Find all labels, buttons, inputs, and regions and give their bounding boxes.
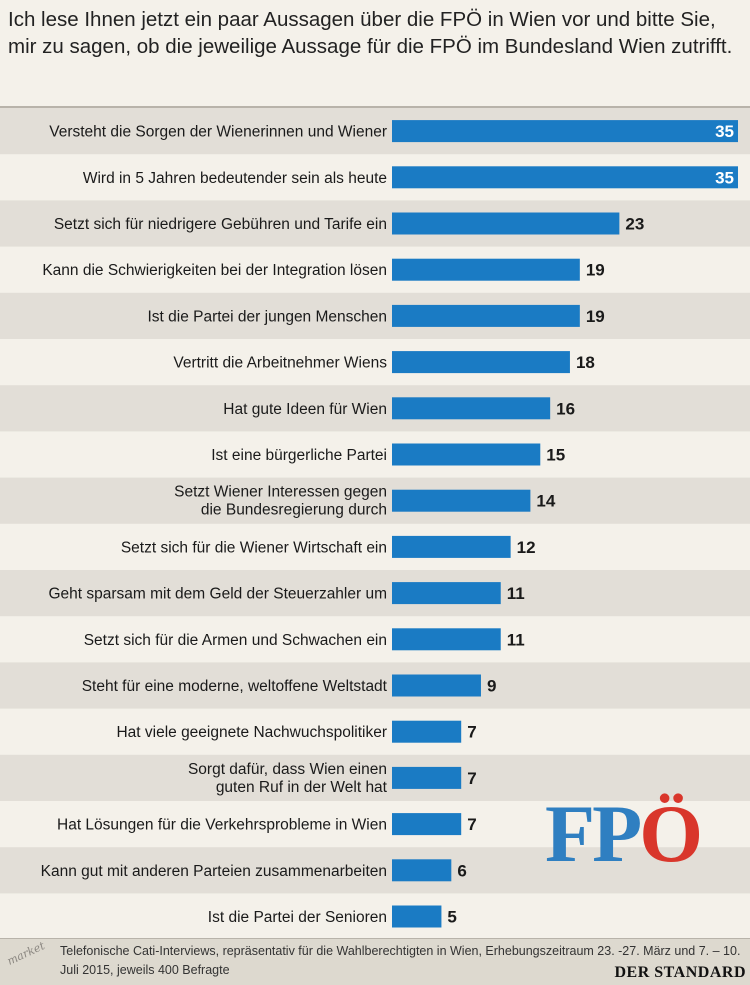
value-label: 5 [447, 908, 456, 927]
value-label: 12 [517, 538, 536, 557]
category-label: Kann gut mit anderen Parteien zusammenar… [41, 863, 387, 880]
bar [392, 628, 501, 651]
value-label: 9 [487, 677, 496, 696]
value-label: 35 [715, 168, 734, 187]
category-label: Sorgt dafür, dass Wien einen guten Ruf in… [188, 761, 388, 796]
value-label: 7 [467, 815, 476, 834]
category-label: Geht sparsam mit dem Geld der Steuerzahl… [48, 586, 387, 603]
title-divider [0, 106, 750, 108]
bar [392, 397, 551, 420]
bar [392, 212, 620, 235]
value-label: 18 [576, 353, 595, 372]
category-label: Ist die Partei der jungen Menschen [147, 308, 387, 325]
row-band [0, 385, 750, 432]
bar [392, 582, 501, 605]
category-label: Ist die Partei der Senioren [208, 909, 387, 926]
der-standard-brand: DER STANDARD [614, 964, 746, 981]
category-label: Steht für eine moderne, weltoffene Welts… [82, 678, 388, 695]
market-institute-logo: market [5, 939, 47, 968]
row-band [0, 847, 750, 894]
bar [392, 304, 580, 327]
value-label: 16 [556, 399, 575, 418]
fpoe-party-logo: FPÖ [545, 788, 703, 879]
value-label: 19 [586, 261, 605, 280]
category-label: Vertritt die Arbeitnehmer Wiens [173, 355, 387, 372]
category-label: Setzt sich für niedrigere Gebühren und T… [54, 216, 387, 233]
category-label: Ist eine bürgerliche Partei [211, 447, 387, 464]
category-label: Hat Lösungen für die Verkehrsprobleme in… [57, 817, 387, 834]
row-band [0, 754, 750, 801]
bar [392, 674, 481, 697]
value-label: 11 [507, 630, 525, 649]
category-label: Setzt Wiener Interessen gegen die Bundesr… [174, 484, 387, 519]
bar [392, 720, 462, 743]
value-label: 15 [546, 446, 565, 465]
value-label: 23 [625, 215, 644, 234]
chart-question-title: Ich lese Ihnen jetzt ein paar Aussagen ü… [8, 8, 733, 58]
row-band [0, 662, 750, 709]
bar [392, 166, 738, 189]
value-label: 7 [467, 769, 476, 788]
bar [392, 489, 531, 512]
value-label: 11 [507, 584, 525, 603]
bar [392, 813, 462, 836]
bar [392, 120, 738, 143]
category-label: Hat gute Ideen für Wien [223, 401, 387, 418]
bar [392, 859, 452, 882]
category-label: Wird in 5 Jahren bedeutender sein als he… [83, 170, 387, 187]
category-label: Hat viele geeignete Nachwuchspolitiker [116, 724, 387, 741]
row-band [0, 570, 750, 617]
bar [392, 443, 541, 466]
value-label: 14 [536, 492, 555, 511]
bar [392, 258, 580, 281]
value-label: 6 [457, 861, 466, 880]
category-label: Versteht die Sorgen der Wienerinnen und … [49, 124, 387, 141]
value-label: 19 [586, 307, 605, 326]
bar [392, 766, 462, 789]
value-label: 35 [715, 122, 734, 141]
bar [392, 535, 511, 558]
row-band [0, 200, 750, 247]
row-band [0, 477, 750, 524]
bar-chart: Versteht die Sorgen der Wienerinnen und … [0, 108, 750, 928]
methodology-note: Telefonische Cati-Interviews, repräsenta… [60, 944, 741, 977]
category-label: Setzt sich für die Wiener Wirtschaft ein [121, 539, 387, 556]
category-label: Kann die Schwierigkeiten bei der Integra… [42, 262, 387, 279]
value-label: 7 [467, 723, 476, 742]
bar [392, 905, 442, 928]
bar [392, 351, 570, 374]
row-band [0, 292, 750, 339]
footer: market Telefonische Cati-Interviews, rep… [0, 938, 750, 985]
category-label: Setzt sich für die Armen und Schwachen e… [84, 632, 387, 649]
